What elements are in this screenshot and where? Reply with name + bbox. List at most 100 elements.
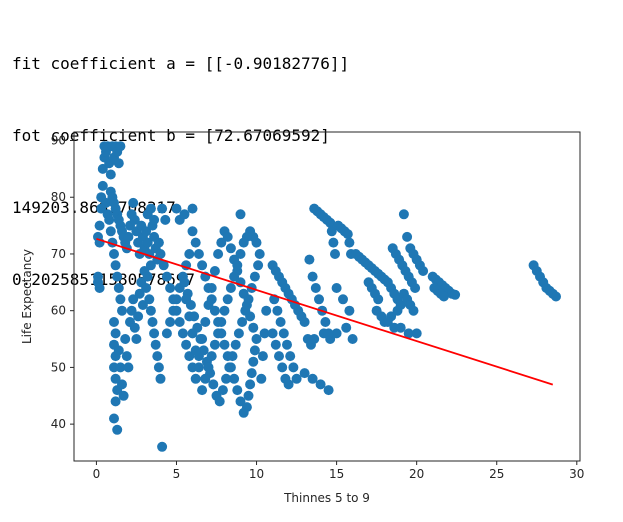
data-point [219,305,230,316]
data-point [243,390,254,401]
data-point [110,328,121,339]
data-point [110,396,121,407]
data-point [129,214,140,225]
data-point [142,237,153,248]
data-point [109,413,119,424]
data-point [115,141,126,152]
data-point [551,291,561,302]
data-point [113,345,124,356]
y-tick-label: 60 [51,304,66,318]
data-point [177,328,188,339]
data-point [245,379,256,390]
data-point [109,249,119,259]
data-point [249,271,260,282]
data-point [373,294,384,305]
data-point [254,249,265,259]
data-point [161,271,172,282]
data-point [209,339,220,350]
data-point [256,373,267,384]
x-tick-label: 0 [93,467,101,481]
data-point [328,237,339,248]
data-point [105,169,116,180]
data-point [382,317,393,327]
data-point [233,328,244,339]
data-point [310,283,321,293]
data-point [181,294,192,305]
data-point [206,351,217,362]
data-point [309,334,320,344]
data-point [225,283,236,293]
data-point [225,243,236,254]
data-point [402,231,413,242]
data-point [165,283,176,293]
data-point [193,362,204,373]
x-tick-label: 10 [249,467,264,481]
data-point [158,260,169,271]
data-point [278,328,289,339]
data-point [104,214,115,225]
data-point [168,305,179,316]
data-point [153,362,164,373]
output-line-fit-a: fit coefficient a = [[-0.90182776]] [12,54,350,73]
data-point [299,317,310,327]
data-point [248,356,259,367]
data-point [221,373,232,384]
data-point [152,351,163,362]
data-point [187,226,198,237]
data-point [344,237,355,248]
data-point [438,291,449,302]
data-point [115,362,126,373]
data-point [259,328,270,339]
data-point [410,283,421,293]
data-point [149,214,160,225]
data-point [342,229,353,240]
data-point [304,254,315,265]
data-point [246,368,257,379]
data-point [285,351,296,362]
data-point [274,351,284,362]
x-ticks: 0 5 10 15 20 25 30 [93,461,584,481]
data-point [193,249,204,259]
x-tick-label: 15 [329,467,344,481]
data-point [418,266,429,276]
y-tick-label: 90 [51,134,66,148]
data-point [181,339,192,350]
data-point [190,237,201,248]
data-point [149,328,160,339]
data-point [213,249,224,259]
data-point [157,203,168,214]
y-tick-label: 70 [51,247,66,261]
data-point [411,328,422,339]
data-point [347,334,358,344]
data-point [109,317,119,327]
data-point [161,328,172,339]
data-point [123,231,134,242]
data-point [206,294,217,305]
data-point [248,322,259,333]
data-point [323,385,334,396]
data-point [153,237,164,248]
data-point [217,385,228,396]
data-point [113,283,124,293]
data-point [243,294,254,305]
y-tick-label: 80 [51,190,66,204]
data-point [141,283,152,293]
data-point [219,339,230,350]
data-point [224,362,235,373]
data-point [330,249,340,259]
data-point [209,305,220,316]
data-point [238,407,249,418]
y-ticks: 40 50 60 70 80 90 [51,134,74,431]
data-point [344,305,355,316]
data-point [232,260,243,271]
data-point [270,339,281,350]
y-axis-label: Life Expectancy [20,249,34,344]
data-point [150,339,161,350]
data-point [184,311,195,322]
data-point [314,294,324,305]
points-layer [93,141,561,452]
data-point [240,305,251,316]
data-point [216,237,227,248]
y-tick-label: 40 [51,417,66,431]
data-point [232,385,243,396]
